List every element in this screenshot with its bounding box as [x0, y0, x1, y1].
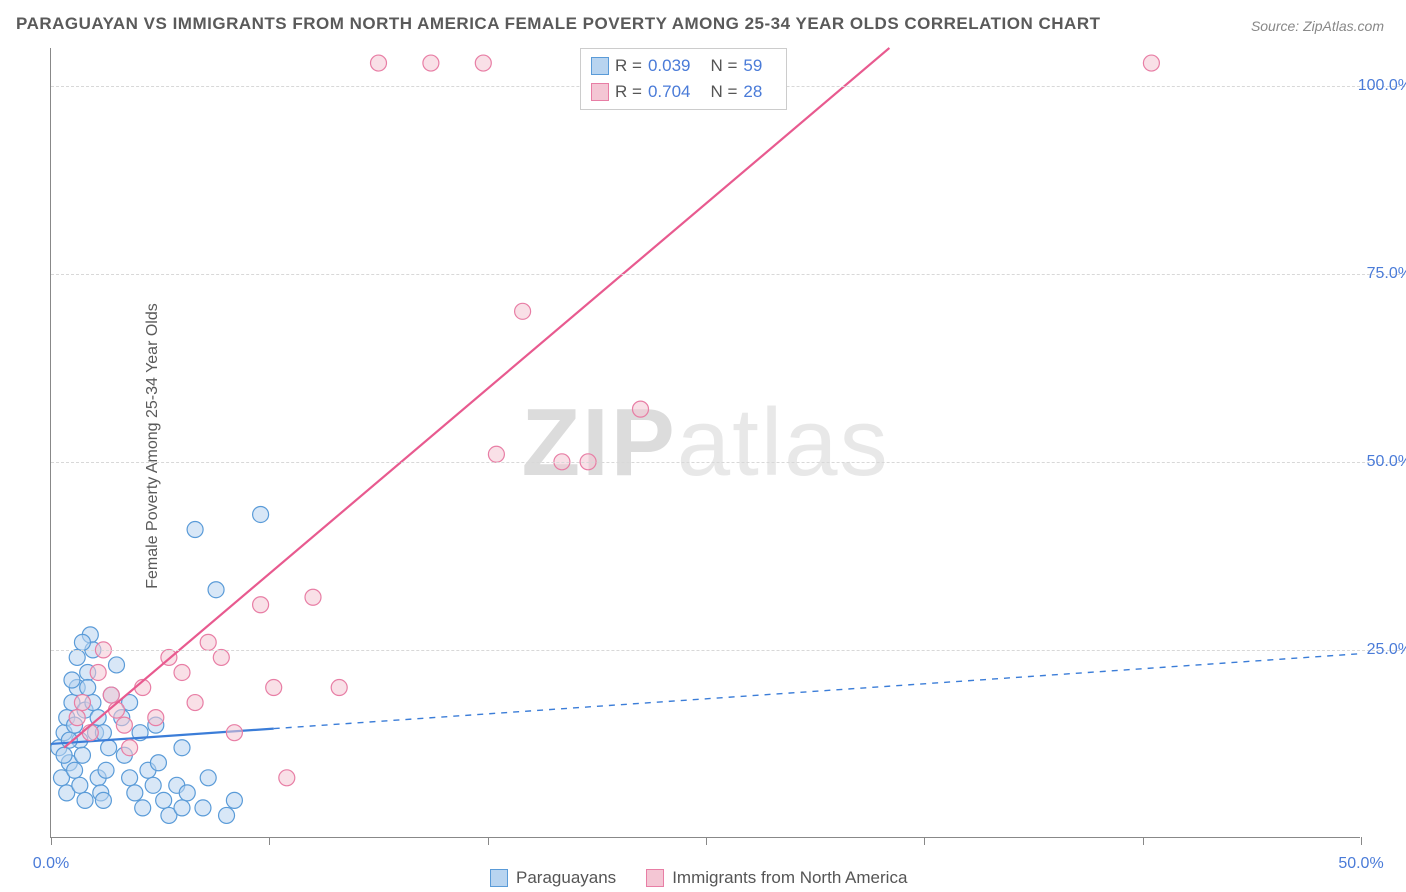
y-tick-label: 50.0% — [1367, 453, 1406, 471]
data-point — [101, 740, 117, 756]
r-value: 0.039 — [648, 53, 691, 79]
plot-area: ZIPatlas 25.0%50.0%75.0%100.0%0.0%50.0% — [50, 48, 1360, 838]
x-tick — [269, 837, 270, 845]
x-tick — [1361, 837, 1362, 845]
data-point — [331, 680, 347, 696]
x-tick-label: 0.0% — [33, 855, 69, 873]
data-point — [226, 792, 242, 808]
r-label: R = — [615, 79, 642, 105]
data-point — [179, 785, 195, 801]
data-point — [95, 792, 111, 808]
data-point — [116, 717, 132, 733]
legend-swatch — [591, 83, 609, 101]
data-point — [279, 770, 295, 786]
y-tick-label: 100.0% — [1358, 77, 1406, 95]
legend-bottom: Paraguayans Immigrants from North America — [490, 868, 927, 888]
gridline-h — [51, 274, 1406, 275]
data-point — [1143, 55, 1159, 71]
data-point — [305, 589, 321, 605]
data-point — [69, 649, 85, 665]
legend-stats-box: R = 0.039 N = 59 R = 0.704 N = 28 — [580, 48, 787, 110]
data-point — [174, 664, 190, 680]
data-point — [200, 634, 216, 650]
data-point — [187, 522, 203, 538]
y-tick-label: 25.0% — [1367, 641, 1406, 659]
legend-stats-row: R = 0.704 N = 28 — [591, 79, 776, 105]
legend-item: Immigrants from North America — [646, 868, 907, 888]
trend-line — [64, 48, 889, 748]
n-label: N = — [710, 79, 737, 105]
r-label: R = — [615, 53, 642, 79]
legend-swatch — [591, 57, 609, 75]
data-point — [253, 597, 269, 613]
data-point — [122, 740, 138, 756]
data-point — [226, 725, 242, 741]
data-point — [90, 664, 106, 680]
data-point — [423, 55, 439, 71]
data-point — [145, 777, 161, 793]
data-point — [475, 55, 491, 71]
source-label: Source: ZipAtlas.com — [1251, 18, 1384, 34]
data-point — [74, 634, 90, 650]
n-value: 59 — [743, 53, 762, 79]
data-point — [633, 401, 649, 417]
data-point — [80, 680, 96, 696]
gridline-h — [51, 650, 1406, 651]
data-point — [77, 792, 93, 808]
data-point — [98, 762, 114, 778]
data-point — [208, 582, 224, 598]
legend-swatch — [646, 869, 664, 887]
data-point — [515, 303, 531, 319]
data-point — [174, 800, 190, 816]
data-point — [64, 672, 80, 688]
data-point — [195, 800, 211, 816]
data-point — [488, 446, 504, 462]
data-point — [174, 740, 190, 756]
chart-title: PARAGUAYAN VS IMMIGRANTS FROM NORTH AMER… — [16, 14, 1101, 34]
data-point — [253, 506, 269, 522]
x-tick — [706, 837, 707, 845]
data-point — [61, 732, 77, 748]
chart-svg — [51, 48, 1360, 837]
data-point — [219, 807, 235, 823]
data-point — [72, 777, 88, 793]
data-point — [213, 649, 229, 665]
data-point — [266, 680, 282, 696]
data-point — [127, 785, 143, 801]
data-point — [74, 695, 90, 711]
data-point — [156, 792, 172, 808]
data-point — [82, 725, 98, 741]
x-tick — [488, 837, 489, 845]
data-point — [148, 710, 164, 726]
legend-swatch — [490, 869, 508, 887]
n-label: N = — [710, 53, 737, 79]
data-point — [150, 755, 166, 771]
x-tick — [1143, 837, 1144, 845]
data-point — [187, 695, 203, 711]
y-tick-label: 75.0% — [1367, 265, 1406, 283]
legend-item: Paraguayans — [490, 868, 616, 888]
x-tick — [924, 837, 925, 845]
trend-line-dashed — [274, 654, 1361, 729]
data-point — [69, 710, 85, 726]
data-point — [56, 747, 72, 763]
data-point — [103, 687, 119, 703]
data-point — [200, 770, 216, 786]
legend-label: Immigrants from North America — [672, 868, 907, 888]
data-point — [74, 747, 90, 763]
data-point — [371, 55, 387, 71]
legend-label: Paraguayans — [516, 868, 616, 888]
x-tick — [51, 837, 52, 845]
n-value: 28 — [743, 79, 762, 105]
data-point — [135, 800, 151, 816]
data-point — [67, 762, 83, 778]
legend-stats-row: R = 0.039 N = 59 — [591, 53, 776, 79]
data-point — [122, 770, 138, 786]
data-point — [109, 657, 125, 673]
gridline-h — [51, 462, 1406, 463]
r-value: 0.704 — [648, 79, 691, 105]
x-tick-label: 50.0% — [1338, 855, 1383, 873]
